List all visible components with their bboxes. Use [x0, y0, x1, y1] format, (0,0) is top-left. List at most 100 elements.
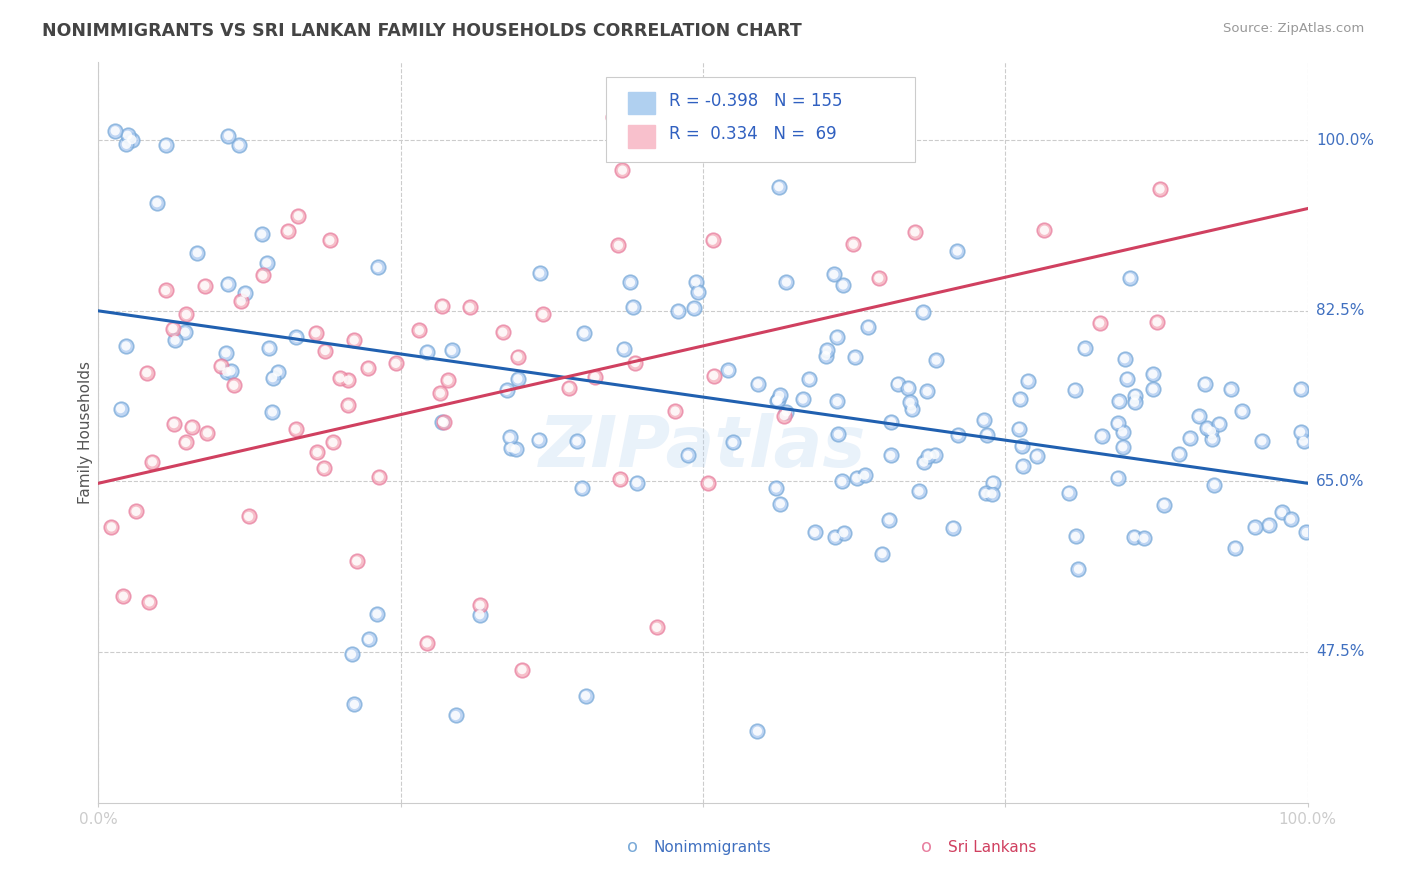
Point: [408, 323, 430, 337]
Point: [912, 455, 935, 469]
Point: [853, 468, 876, 483]
Point: [1119, 271, 1142, 285]
Point: [768, 179, 790, 194]
Point: [492, 325, 515, 339]
Point: [135, 366, 157, 380]
Point: [775, 405, 797, 419]
Point: [337, 373, 360, 387]
Point: [284, 422, 307, 436]
Point: [832, 525, 855, 540]
Point: [626, 475, 648, 490]
Point: [703, 368, 725, 383]
Text: ZIPatlas: ZIPatlas: [540, 413, 866, 482]
Point: [215, 365, 238, 379]
Point: [366, 607, 388, 621]
Point: [976, 427, 998, 442]
Point: [845, 471, 868, 485]
Point: [121, 133, 143, 147]
Point: [1250, 434, 1272, 448]
Point: [506, 350, 529, 364]
Point: [1257, 518, 1279, 533]
Point: [645, 620, 668, 634]
Point: [1017, 374, 1039, 388]
Point: [100, 520, 122, 534]
Point: [468, 598, 491, 612]
Point: [1108, 394, 1130, 409]
Point: [121, 133, 143, 147]
Point: [827, 427, 849, 442]
Point: [312, 461, 335, 475]
Point: [803, 525, 825, 540]
Point: [766, 393, 789, 408]
Point: [384, 356, 406, 370]
Point: [319, 233, 342, 247]
Point: [155, 284, 177, 298]
Point: [337, 373, 360, 387]
Point: [823, 268, 845, 282]
Point: [367, 260, 389, 275]
Point: [1201, 432, 1223, 446]
Point: [468, 607, 491, 622]
Point: [1142, 382, 1164, 396]
Point: [252, 268, 274, 283]
Point: [209, 359, 232, 373]
Point: [799, 372, 821, 386]
Point: [877, 513, 900, 527]
Point: [1289, 382, 1312, 396]
Point: [180, 420, 202, 434]
Point: [815, 343, 838, 358]
Point: [765, 393, 787, 408]
Point: [1142, 367, 1164, 381]
Point: [250, 227, 273, 241]
Point: [527, 433, 550, 447]
Point: [853, 468, 876, 483]
Point: [575, 689, 598, 703]
Point: [343, 333, 366, 347]
Point: [1153, 498, 1175, 512]
Point: [343, 698, 366, 712]
Point: [529, 266, 551, 280]
Text: R =  0.334   N =  69: R = 0.334 N = 69: [669, 125, 837, 144]
Point: [858, 319, 880, 334]
Point: [112, 589, 135, 603]
Point: [285, 330, 308, 344]
Point: [768, 179, 790, 194]
Text: R = -0.398   N = 155: R = -0.398 N = 155: [669, 92, 842, 110]
Point: [1188, 409, 1211, 424]
Point: [262, 370, 284, 384]
Point: [499, 441, 522, 455]
Point: [307, 445, 329, 459]
Text: Nonimmigrants: Nonimmigrants: [654, 840, 772, 855]
Point: [115, 137, 138, 152]
Point: [104, 124, 127, 138]
Point: [880, 415, 903, 429]
Point: [747, 724, 769, 739]
Point: [440, 343, 463, 358]
Point: [1112, 440, 1135, 454]
Point: [531, 307, 554, 321]
Point: [174, 435, 197, 450]
Text: o: o: [627, 838, 638, 856]
Point: [357, 632, 380, 647]
Point: [222, 378, 245, 392]
Point: [803, 525, 825, 540]
Point: [619, 276, 641, 290]
Point: [572, 326, 595, 340]
Point: [343, 333, 366, 347]
Point: [186, 245, 208, 260]
Point: [682, 301, 704, 315]
Point: [444, 708, 467, 723]
Point: [609, 472, 631, 486]
Point: [1116, 371, 1139, 385]
Point: [1011, 459, 1033, 474]
Point: [432, 415, 454, 429]
Point: [664, 404, 686, 418]
Point: [432, 415, 454, 429]
Point: [924, 448, 946, 462]
Text: 100.0%: 100.0%: [1316, 133, 1374, 148]
Point: [1197, 421, 1219, 435]
Point: [1088, 316, 1111, 330]
Point: [898, 395, 921, 409]
Point: [115, 339, 138, 353]
Point: [112, 589, 135, 603]
